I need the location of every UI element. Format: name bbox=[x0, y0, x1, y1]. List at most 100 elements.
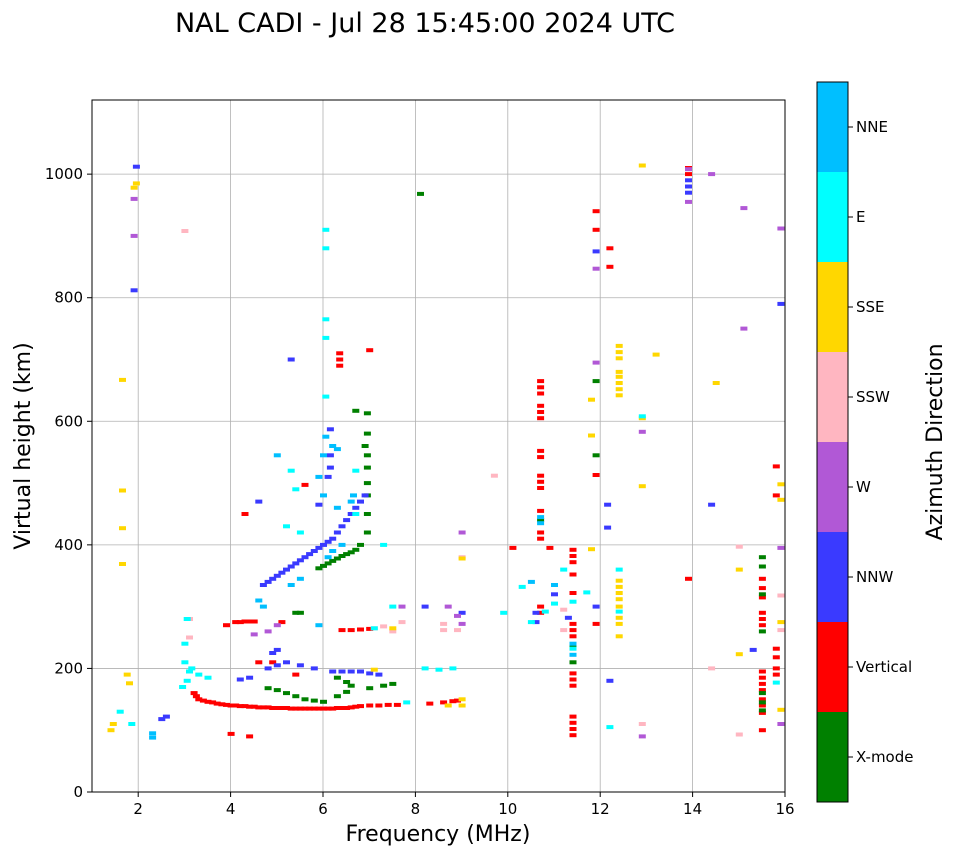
data-point bbox=[132, 181, 140, 186]
data-point bbox=[310, 666, 318, 671]
data-point bbox=[132, 164, 140, 169]
data-point bbox=[283, 524, 290, 529]
grid-lines bbox=[92, 100, 786, 793]
data-point bbox=[350, 493, 357, 498]
data-point bbox=[537, 379, 545, 384]
data-point bbox=[326, 465, 334, 470]
data-point bbox=[606, 264, 614, 269]
data-point bbox=[273, 573, 281, 578]
data-point bbox=[509, 545, 517, 550]
data-point bbox=[592, 360, 600, 365]
data-point bbox=[195, 672, 203, 677]
data-point bbox=[777, 226, 785, 231]
data-point bbox=[569, 547, 577, 552]
data-point bbox=[336, 363, 344, 368]
data-point bbox=[638, 163, 646, 168]
data-point bbox=[560, 628, 568, 633]
data-point bbox=[527, 579, 535, 584]
data-point bbox=[218, 702, 226, 707]
data-point bbox=[592, 604, 600, 609]
series-w bbox=[130, 167, 785, 739]
data-point bbox=[347, 628, 355, 633]
data-point bbox=[343, 552, 351, 557]
data-point bbox=[338, 554, 346, 558]
data-point bbox=[604, 525, 612, 530]
data-point bbox=[326, 427, 334, 432]
data-point bbox=[398, 604, 406, 609]
data-point bbox=[615, 584, 623, 589]
data-point bbox=[183, 617, 191, 621]
data-point bbox=[363, 465, 371, 470]
x-tick-label: 16 bbox=[775, 800, 794, 818]
colorbar-segment bbox=[817, 262, 848, 352]
y-axis-ticks: 0 200 400 600 800 1000 bbox=[45, 165, 92, 801]
data-point bbox=[264, 666, 272, 671]
data-point bbox=[615, 621, 623, 626]
data-point bbox=[347, 512, 355, 516]
data-point bbox=[583, 590, 591, 595]
data-point bbox=[296, 530, 304, 535]
data-point bbox=[758, 595, 766, 600]
data-point bbox=[560, 567, 568, 572]
data-point bbox=[758, 688, 766, 693]
data-point bbox=[227, 703, 235, 708]
data-point bbox=[740, 206, 748, 211]
data-point bbox=[315, 706, 323, 711]
data-point bbox=[333, 447, 341, 452]
data-point bbox=[283, 706, 290, 710]
data-point bbox=[343, 689, 351, 694]
data-point bbox=[236, 677, 244, 682]
data-point bbox=[363, 453, 371, 458]
data-point bbox=[370, 667, 378, 672]
data-point bbox=[236, 704, 244, 709]
data-point bbox=[638, 414, 646, 419]
data-point bbox=[273, 647, 281, 652]
data-point bbox=[250, 632, 258, 637]
data-point bbox=[389, 604, 397, 609]
data-point bbox=[537, 403, 545, 408]
data-point bbox=[322, 335, 330, 340]
data-point bbox=[615, 591, 623, 595]
plot-area: 2 4 6 8 10 12 14 16 0 200 400 600 800 1000 bbox=[45, 99, 795, 818]
data-point bbox=[393, 702, 401, 707]
data-point bbox=[638, 722, 646, 726]
y-tick-label: 0 bbox=[73, 783, 83, 801]
data-point bbox=[366, 686, 374, 691]
data-point bbox=[149, 731, 157, 736]
data-point bbox=[685, 167, 692, 172]
data-point bbox=[615, 350, 623, 355]
data-point bbox=[322, 246, 330, 251]
data-point bbox=[181, 229, 189, 233]
data-point bbox=[638, 484, 646, 489]
colorbar-tick-label: W bbox=[856, 478, 871, 496]
data-point bbox=[615, 374, 623, 379]
data-point bbox=[301, 706, 309, 711]
data-point bbox=[130, 233, 138, 238]
data-point bbox=[615, 609, 623, 614]
colorbar-tick-label: SSW bbox=[856, 388, 890, 406]
y-tick-label: 200 bbox=[54, 659, 83, 677]
data-point bbox=[236, 620, 244, 625]
data-point bbox=[363, 431, 371, 436]
data-point bbox=[322, 317, 330, 322]
data-point bbox=[232, 703, 240, 708]
data-point bbox=[735, 567, 743, 572]
data-point bbox=[758, 703, 766, 708]
data-point bbox=[758, 586, 766, 591]
data-point bbox=[606, 725, 614, 730]
data-point bbox=[250, 619, 258, 624]
data-point bbox=[278, 570, 286, 575]
colorbar-segment bbox=[817, 352, 848, 442]
data-point bbox=[347, 683, 355, 688]
data-point bbox=[273, 688, 281, 693]
data-point bbox=[490, 473, 498, 478]
data-point bbox=[564, 615, 572, 620]
data-point bbox=[615, 604, 623, 609]
data-point bbox=[537, 455, 545, 460]
data-point bbox=[357, 627, 364, 632]
data-point bbox=[347, 550, 355, 555]
data-point bbox=[199, 698, 207, 703]
data-point bbox=[130, 196, 138, 201]
data-point bbox=[329, 558, 337, 563]
data-point bbox=[615, 597, 623, 602]
